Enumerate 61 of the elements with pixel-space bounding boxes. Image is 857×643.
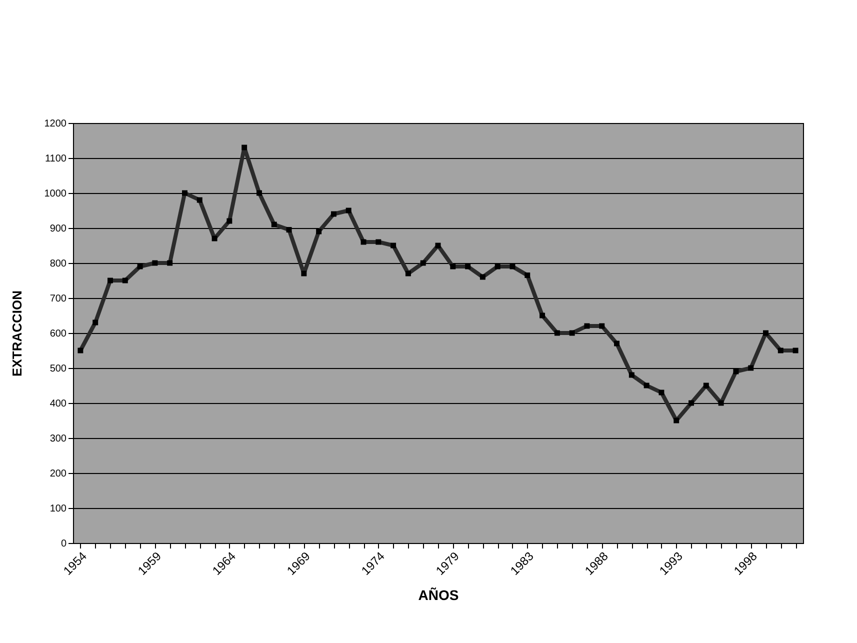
y-tick-label: 900 (50, 224, 67, 234)
y-tick-label: 1100 (44, 154, 67, 164)
point (465, 264, 471, 270)
point (405, 270, 411, 276)
point (450, 264, 456, 270)
point (137, 264, 143, 270)
point (628, 372, 634, 378)
point (778, 348, 784, 354)
point (376, 239, 382, 245)
point (733, 368, 739, 374)
y-tick-label: 700 (50, 294, 67, 304)
point (614, 340, 620, 346)
point (346, 208, 352, 214)
y-tick-label: 200 (50, 468, 67, 480)
point (763, 330, 768, 336)
point (271, 222, 277, 228)
point (584, 323, 590, 329)
y-tick-label: 600 (50, 328, 67, 340)
y-tick-label: 0 (60, 538, 67, 550)
point (599, 323, 605, 329)
point (152, 260, 158, 266)
point (748, 365, 754, 371)
point (330, 211, 336, 217)
point (480, 274, 486, 280)
y-tick-label: 1200 (44, 118, 67, 130)
point (301, 270, 307, 276)
point (92, 320, 98, 326)
point (674, 418, 680, 424)
point (390, 242, 396, 248)
point (703, 382, 709, 388)
point (316, 228, 322, 234)
point (286, 227, 292, 232)
point (644, 382, 650, 388)
point (792, 348, 798, 354)
point (167, 260, 173, 266)
point (226, 218, 232, 224)
point (494, 264, 500, 270)
point (688, 400, 694, 406)
point (718, 400, 724, 406)
point (540, 312, 546, 318)
point (569, 330, 575, 336)
y-axis-title: EXTRACCION (9, 290, 24, 376)
point (196, 197, 202, 203)
point (212, 236, 218, 242)
point (182, 190, 188, 196)
point (658, 390, 664, 396)
point (108, 278, 113, 284)
y-tick-label: 500 (50, 364, 67, 374)
point (256, 190, 262, 196)
y-tick-label: 400 (50, 398, 67, 410)
point (242, 144, 248, 150)
x-axis-title: AÑOS (418, 587, 459, 604)
y-tick-label: 300 (50, 434, 67, 444)
y-tick-label: 100 (50, 504, 67, 514)
point (420, 260, 426, 266)
y-tick-label: 1000 (44, 188, 67, 200)
point (554, 330, 560, 336)
point (524, 272, 530, 278)
point (78, 348, 84, 354)
point (122, 278, 128, 284)
y-tick-label: 800 (50, 258, 67, 270)
